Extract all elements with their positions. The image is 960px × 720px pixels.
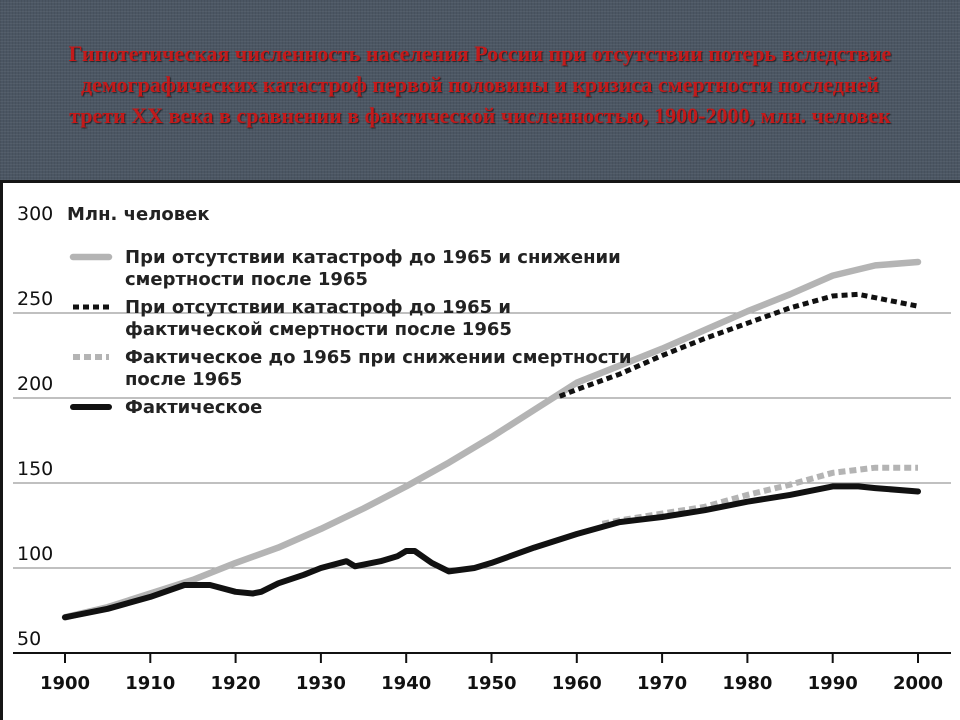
series-line-4 (62, 483, 921, 621)
x-tick-label: 1990 (808, 673, 858, 694)
chart-frame: 50 100 150 200 250 300 1900 1910 1920 1930 1940 19… (0, 180, 960, 720)
legend-label-2: При отсутствии катастроф до 1965 и фактич… (125, 297, 512, 340)
x-tick-label: 1910 (125, 673, 175, 694)
y-axis-label: Млн. человек (67, 204, 210, 225)
x-tick-label: 1900 (40, 673, 90, 694)
x-tick-label: 2000 (893, 673, 943, 694)
series-line-3 (601, 464, 918, 527)
legend: При отсутствии катастроф до 1965 и сниже… (69, 247, 631, 418)
x-tick-label: 1940 (381, 673, 431, 694)
x-axis-ticks: 1900 1910 1920 1930 1940 1950 1960 1970 1980 1990… (13, 652, 951, 694)
y-tick-label: 150 (17, 458, 53, 480)
x-tick-label: 1920 (211, 673, 261, 694)
chart-title: Гипотетическая численность населения Рос… (68, 41, 892, 128)
title-banner: Гипотетическая численность населения Рос… (0, 0, 960, 180)
y-tick-label: 50 (17, 628, 41, 650)
legend-label-3: Фактическое до 1965 при снижении смертно… (125, 347, 631, 390)
y-axis-ticks: 50 100 150 200 250 300 (17, 203, 53, 650)
series-lines (61, 258, 922, 621)
y-tick-label: 300 (17, 203, 53, 225)
legend-label-4: Фактическое (125, 397, 262, 418)
legend-label-1: При отсутствии катастроф до 1965 и сниже… (125, 247, 621, 290)
y-tick-label: 100 (17, 543, 53, 565)
series-line-2 (558, 291, 919, 399)
x-tick-label: 1950 (466, 673, 516, 694)
y-tick-label: 250 (17, 288, 53, 310)
x-tick-label: 1980 (722, 673, 772, 694)
x-tick-label: 1930 (296, 673, 346, 694)
series-line-1 (61, 258, 922, 621)
y-tick-label: 200 (17, 373, 53, 395)
x-tick-label: 1970 (637, 673, 687, 694)
x-tick-label: 1960 (552, 673, 602, 694)
